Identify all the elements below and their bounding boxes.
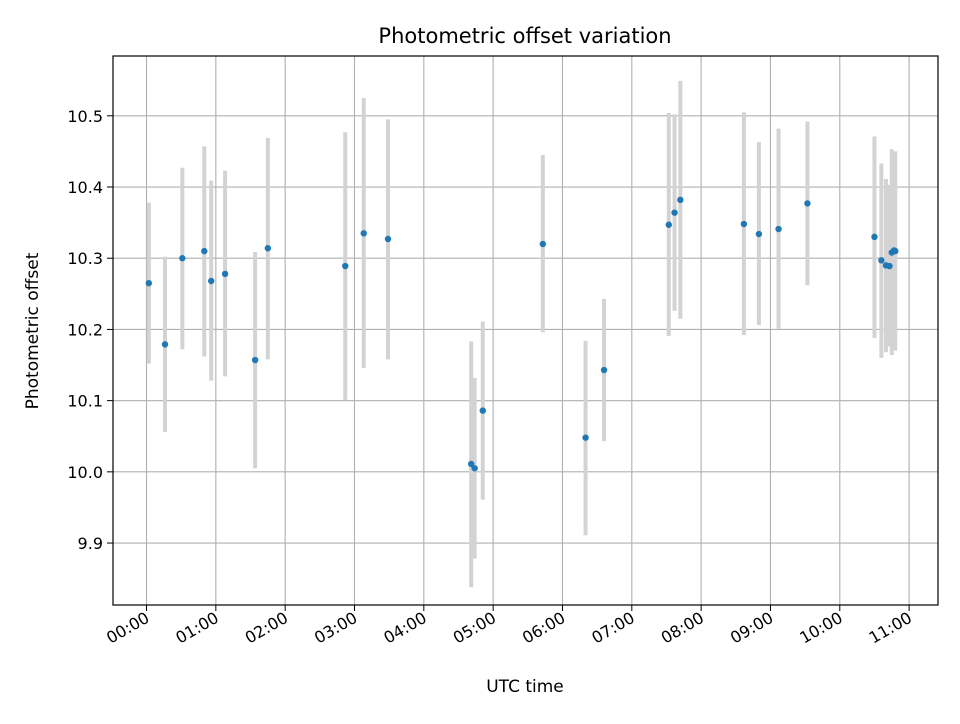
data-point bbox=[878, 257, 885, 264]
data-point bbox=[539, 240, 547, 248]
x-axis-label: UTC time bbox=[486, 677, 564, 697]
data-point bbox=[342, 262, 349, 270]
data-point bbox=[384, 235, 392, 243]
data-point bbox=[892, 247, 899, 255]
data-point bbox=[471, 465, 478, 472]
data-point bbox=[208, 277, 215, 285]
data-point bbox=[201, 247, 208, 255]
data-point bbox=[360, 230, 367, 237]
y-tick-label: 10.5 bbox=[67, 107, 103, 126]
data-point bbox=[740, 220, 748, 228]
data-point bbox=[677, 196, 684, 204]
y-tick-label: 10.0 bbox=[67, 463, 103, 482]
data-point bbox=[582, 434, 589, 441]
data-point bbox=[600, 366, 608, 374]
data-point bbox=[145, 279, 153, 287]
data-point bbox=[221, 270, 229, 278]
plot-frame bbox=[112, 55, 939, 606]
data-point bbox=[804, 200, 811, 207]
data-point bbox=[467, 460, 475, 468]
data-points bbox=[145, 196, 899, 472]
data-point bbox=[251, 356, 259, 364]
data-point bbox=[264, 245, 272, 252]
y-tick-label: 10.4 bbox=[67, 178, 103, 197]
grid bbox=[113, 56, 938, 605]
data-point bbox=[886, 262, 893, 270]
y-tick-label: 10.2 bbox=[67, 320, 103, 339]
y-axis-label: Photometric offset bbox=[23, 252, 43, 409]
y-tick-label: 10.1 bbox=[67, 392, 103, 411]
data-point bbox=[755, 230, 763, 238]
chart-title: Photometric offset variation bbox=[378, 24, 671, 48]
data-point bbox=[161, 341, 169, 348]
data-point bbox=[665, 221, 672, 228]
data-point bbox=[179, 255, 186, 262]
y-axis: 9.9 10.0 10.1 10.2 10.3 10.4 10.5 bbox=[67, 107, 113, 553]
y-tick-label: 9.9 bbox=[78, 534, 103, 553]
data-point bbox=[871, 233, 878, 241]
data-point bbox=[775, 225, 782, 233]
data-point bbox=[479, 407, 486, 414]
y-tick-label: 10.3 bbox=[67, 249, 103, 268]
data-point bbox=[671, 209, 678, 216]
